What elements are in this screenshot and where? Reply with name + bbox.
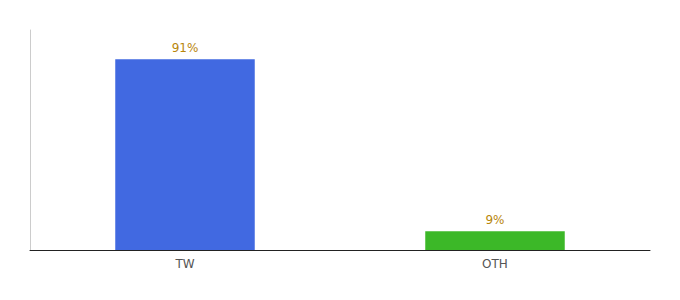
svg-text:91%: 91% xyxy=(172,41,199,55)
svg-text:OTH: OTH xyxy=(482,257,508,271)
svg-text:TW: TW xyxy=(174,257,194,271)
svg-text:9%: 9% xyxy=(485,213,504,227)
